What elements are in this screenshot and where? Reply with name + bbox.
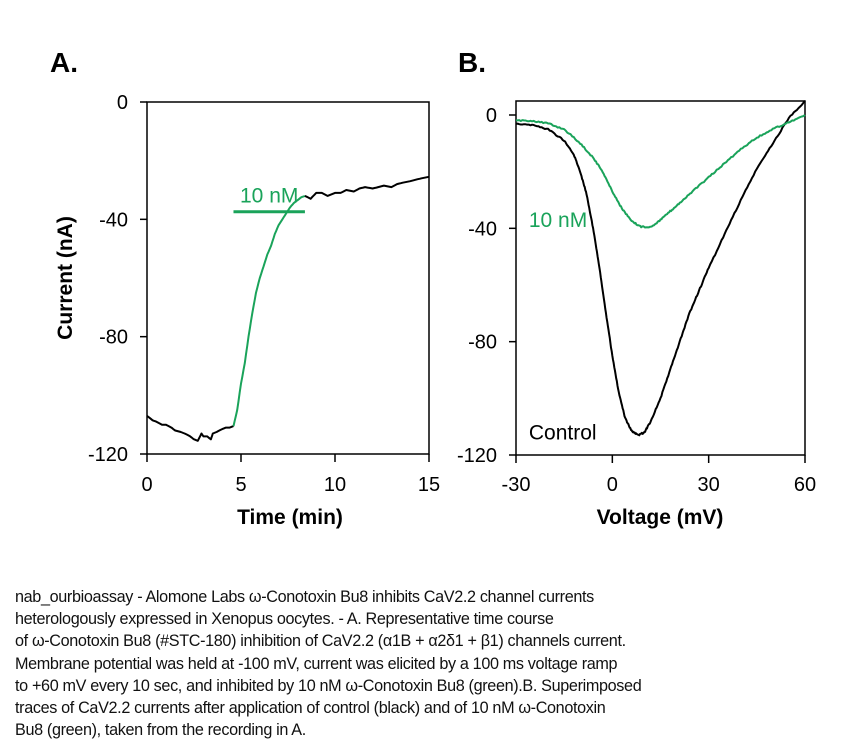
annotation-label: Control	[529, 421, 597, 444]
annotation-label: 10 nM	[529, 209, 587, 232]
x-tick-label: 0	[141, 474, 152, 496]
panel-b-chart: B. 0 -40 -80 -120 -30 0 30 60 10 nM Control Vol…	[457, 47, 816, 529]
caption-line: to +60 mV every 10 sec, and inhibited by…	[15, 676, 642, 695]
caption-line: traces of CaV2.2 currents after applicat…	[15, 699, 606, 718]
y-tick-label: 0	[486, 105, 497, 127]
caption-line: Bu8 (green), taken from the recording in…	[15, 721, 306, 740]
figure-caption: nab_ourbioassay - Alomone Labs ω-Conotox…	[15, 586, 855, 741]
series-line-10-nm	[515, 114, 806, 229]
annotation-label: 10 nM	[240, 185, 298, 208]
caption-line: of ω-Conotoxin Bu8 (#STC-180) inhibition…	[15, 632, 626, 651]
x-tick-label: 10	[324, 474, 346, 496]
y-tick-label: -80	[468, 332, 497, 354]
panel-b-x-axis-label: Voltage (mV)	[597, 506, 724, 529]
caption-line: nab_ourbioassay - Alomone Labs ω-Conotox…	[15, 588, 594, 606]
y-tick-label: -40	[468, 218, 497, 240]
series-line-baseline	[146, 415, 234, 442]
panel-a-chart: A. 0 -40 -80 -120 0 5 10 15 10 nM Current (nA)…	[50, 47, 440, 529]
x-tick-label: 60	[794, 474, 816, 496]
series-line-control	[515, 100, 806, 437]
series-line-10-nm	[232, 194, 306, 427]
panel-a-y-axis-label: Current (nA)	[54, 216, 77, 340]
y-tick-label: -120	[88, 444, 128, 466]
x-tick-label: 15	[418, 474, 440, 496]
panel-a-label: A.	[50, 47, 78, 78]
series-line-washout	[304, 175, 430, 200]
y-tick-label: -120	[457, 445, 497, 467]
caption-line: Membrane potential was held at -100 mV, …	[15, 654, 618, 673]
x-tick-label: 30	[698, 474, 720, 496]
panel-a-x-axis-label: Time (min)	[237, 506, 343, 529]
y-tick-label: 0	[117, 92, 128, 114]
caption-line: heterologously expressed in Xenopus oocy…	[15, 610, 554, 629]
y-tick-label: -80	[99, 327, 128, 349]
x-tick-label: 5	[235, 474, 246, 496]
panel-a-frame	[146, 101, 430, 455]
panel-b-label: B.	[458, 47, 486, 78]
x-tick-label: 0	[607, 474, 618, 496]
x-tick-label: -30	[502, 474, 531, 496]
panel-b-frame	[515, 100, 806, 456]
y-tick-label: -40	[99, 209, 128, 231]
